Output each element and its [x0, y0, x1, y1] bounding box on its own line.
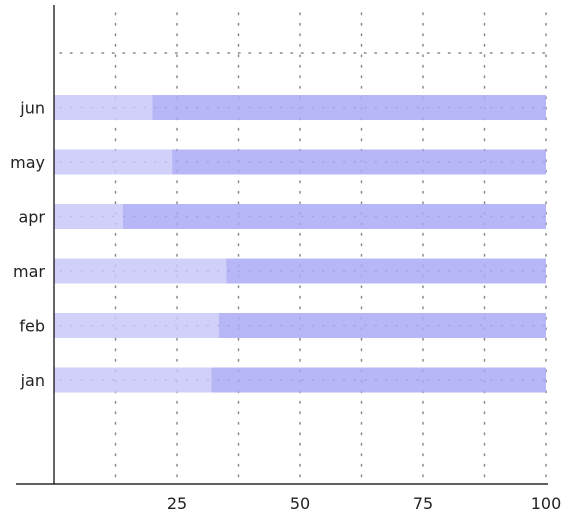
y-tick-label-may: may: [10, 153, 45, 172]
grid-lines: [59, 12, 547, 481]
bar-mar-segment-2: [226, 258, 546, 284]
y-tick-label-feb: feb: [19, 317, 45, 336]
x-tick-label-50: 50: [290, 494, 310, 513]
bars: [54, 95, 546, 393]
y-tick-label-jun: jun: [19, 99, 45, 118]
bar-feb-segment-1: [54, 313, 219, 338]
y-tick-label-jan: jan: [20, 371, 45, 390]
x-tick-label-75: 75: [413, 494, 433, 513]
bar-apr-segment-1: [54, 204, 123, 229]
bar-jan-segment-2: [211, 367, 546, 393]
tick-labels: jan feb mar apr may jun 25 50 75 100: [10, 99, 561, 514]
x-tick-label-100: 100: [531, 494, 562, 513]
y-tick-label-mar: mar: [13, 262, 45, 281]
y-tick-label-apr: apr: [18, 208, 45, 227]
bar-apr-segment-2: [122, 204, 546, 229]
bar-jan-segment-1: [54, 367, 212, 393]
x-tick-label-25: 25: [167, 494, 187, 513]
axes: [16, 5, 548, 485]
bar-may-segment-2: [172, 149, 546, 175]
bar-jun-segment-1: [54, 95, 153, 120]
bar-jun-segment-2: [152, 95, 546, 120]
bar-mar-segment-1: [54, 258, 227, 284]
bar-may-segment-1: [54, 149, 173, 175]
bar-feb-segment-2: [218, 313, 546, 338]
